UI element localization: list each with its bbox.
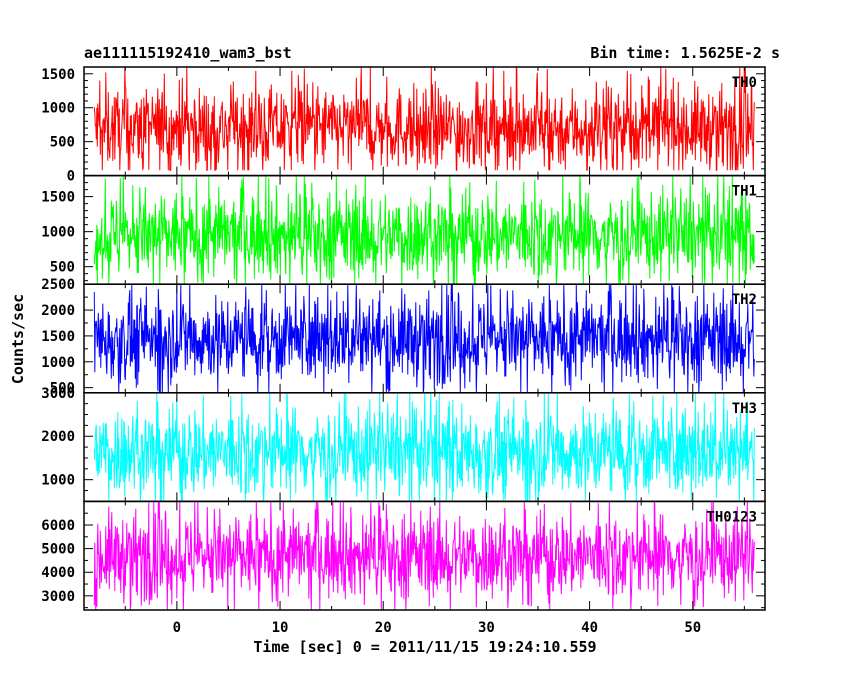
y-tick-label: 1000 (41, 225, 75, 241)
y-tick-label: 2000 (41, 303, 75, 319)
panel-label-th3: TH3 (732, 401, 757, 417)
y-axis-label: Counts/sec (9, 293, 27, 385)
bin-time-label: Bin time: 1.5625E-2 s (590, 44, 780, 62)
x-tick-label: 20 (375, 620, 392, 636)
series-th1-trace (93, 175, 755, 285)
y-tick-label: 5000 (41, 542, 75, 558)
y-tick-label: 2500 (41, 277, 75, 293)
series-th3-trace (93, 392, 755, 502)
panel-th0123-frame (83, 500, 766, 611)
x-tick-label: 50 (684, 620, 701, 636)
panel-label-th1: TH1 (732, 184, 757, 200)
plot-title: ae111115192410_wam3_bst (84, 44, 292, 62)
panel-label-th0: TH0 (732, 75, 757, 91)
y-tick-label: 1000 (41, 473, 75, 489)
y-tick-label: 0 (67, 169, 75, 185)
y-tick-label: 1500 (41, 67, 75, 83)
y-tick-label: 1500 (41, 329, 75, 345)
y-tick-label: 2000 (41, 429, 75, 445)
series-th0-trace (93, 67, 755, 171)
y-tick-label: 6000 (41, 518, 75, 534)
panel-label-th2: TH2 (732, 292, 757, 308)
x-tick-label: 40 (581, 620, 598, 636)
panel-label-th0123: TH0123 (706, 509, 757, 525)
series-th0123-trace (93, 501, 755, 610)
y-tick-label: 500 (50, 381, 75, 397)
y-tick-label: 3000 (41, 386, 75, 402)
y-tick-label: 1000 (41, 101, 75, 117)
series-th2-trace (93, 284, 755, 393)
x-tick-label: 10 (272, 620, 289, 636)
y-tick-label: 1500 (41, 190, 75, 206)
y-tick-label: 1000 (41, 355, 75, 371)
x-axis-label: Time [sec] 0 = 2011/11/15 19:24:10.559 (253, 638, 597, 656)
y-tick-label: 500 (50, 260, 75, 276)
y-tick-label: 500 (50, 135, 75, 151)
y-tick-label: 3000 (41, 589, 75, 605)
y-tick-label: 4000 (41, 565, 75, 581)
x-tick-label: 30 (478, 620, 495, 636)
x-tick-label: 0 (173, 620, 181, 636)
